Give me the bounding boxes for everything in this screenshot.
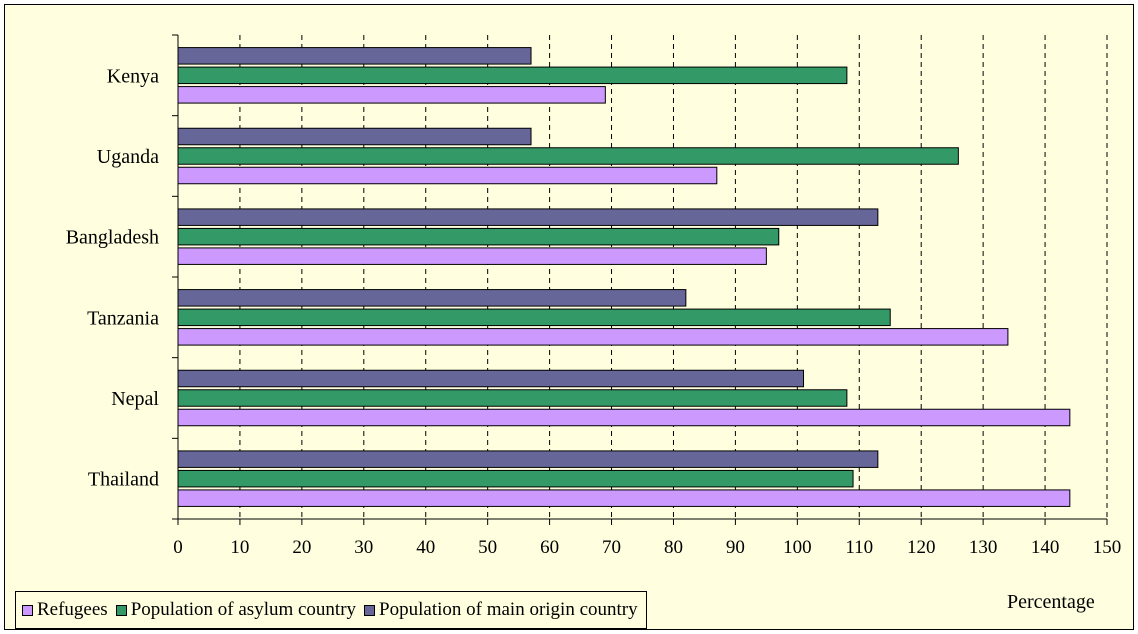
x-tick-label-60: 60	[540, 537, 559, 558]
bar-tanzania-population-of-main-origin-country	[178, 290, 686, 307]
category-label-nepal: Nepal	[111, 388, 159, 410]
bars	[178, 48, 1070, 507]
x-tick-label-100: 100	[783, 537, 812, 558]
bar-tanzania-population-of-asylum-country	[178, 309, 890, 326]
x-tick-label-40: 40	[416, 537, 435, 558]
legend-item-origin-country: Population of main origin country	[364, 599, 638, 621]
bar-nepal-population-of-asylum-country	[178, 390, 847, 407]
legend: Refugees Population of asylum country Po…	[15, 591, 647, 629]
bar-chart: Thailand Nepal Tanzania Bangladesh Uganda Ken…	[5, 5, 1133, 629]
bar-bangladesh-population-of-main-origin-country	[178, 209, 878, 226]
x-tick-label-20: 20	[292, 537, 311, 558]
x-tick-label-90: 90	[726, 537, 745, 558]
bar-kenya-population-of-asylum-country	[178, 67, 847, 84]
x-tick-label-140: 140	[1031, 537, 1060, 558]
chart-frame: Thailand Nepal Tanzania Bangladesh Uganda Ken…	[4, 4, 1134, 630]
bar-thailand-population-of-asylum-country	[178, 470, 853, 487]
bar-thailand-refugees	[178, 490, 1070, 507]
bar-nepal-population-of-main-origin-country	[178, 370, 804, 387]
x-tick-label-150: 150	[1093, 537, 1122, 558]
category-label-tanzania: Tanzania	[87, 307, 159, 329]
grid-lines	[240, 35, 1107, 519]
bar-thailand-population-of-main-origin-country	[178, 451, 878, 468]
x-tick-label-110: 110	[845, 537, 873, 558]
x-tick-label-0: 0	[173, 537, 183, 558]
bar-uganda-population-of-main-origin-country	[178, 128, 531, 145]
x-tick-label-10: 10	[230, 537, 249, 558]
bar-tanzania-refugees	[178, 329, 1008, 346]
bar-nepal-refugees	[178, 409, 1070, 426]
x-tick-label-120: 120	[907, 537, 936, 558]
legend-label-refugees: Refugees	[37, 599, 108, 621]
legend-label-asylum-country: Population of asylum country	[131, 599, 356, 621]
bar-uganda-population-of-asylum-country	[178, 148, 958, 165]
bar-bangladesh-refugees	[178, 248, 766, 265]
category-label-thailand: Thailand	[88, 469, 159, 491]
legend-item-asylum-country: Population of asylum country	[116, 599, 356, 621]
x-axis-label: Percentage	[1007, 591, 1095, 614]
category-label-bangladesh: Bangladesh	[66, 227, 159, 249]
x-tick-label-130: 130	[969, 537, 998, 558]
bar-uganda-refugees	[178, 167, 717, 184]
category-label-kenya: Kenya	[107, 65, 159, 87]
bar-kenya-refugees	[178, 87, 605, 104]
legend-swatch-refugees	[22, 605, 33, 616]
x-tick-label-50: 50	[478, 537, 497, 558]
legend-swatch-asylum-country	[116, 605, 127, 616]
bar-bangladesh-population-of-asylum-country	[178, 228, 779, 245]
bar-kenya-population-of-main-origin-country	[178, 48, 531, 64]
legend-swatch-origin-country	[364, 605, 375, 616]
category-label-uganda: Uganda	[97, 146, 159, 168]
legend-item-refugees: Refugees	[22, 599, 108, 621]
legend-label-origin-country: Population of main origin country	[379, 599, 638, 621]
x-tick-label-70: 70	[602, 537, 621, 558]
x-tick-label-80: 80	[664, 537, 683, 558]
x-tick-label-30: 30	[354, 537, 373, 558]
